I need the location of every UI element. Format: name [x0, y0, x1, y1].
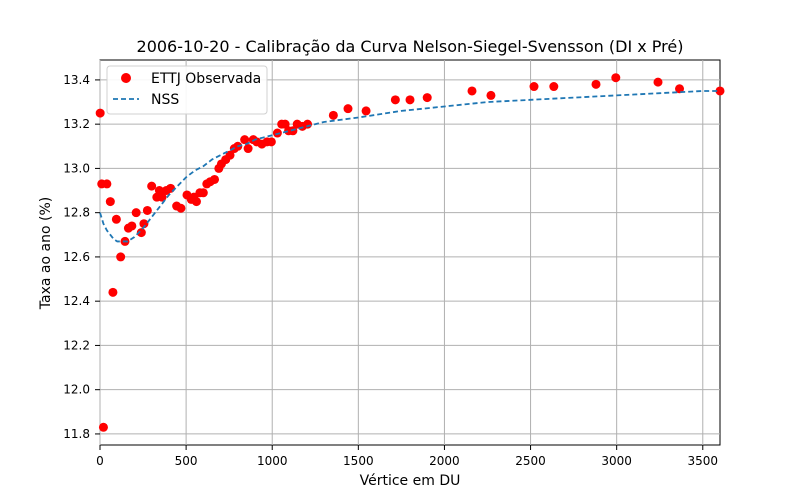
observed-point	[715, 86, 725, 96]
observed-point	[243, 144, 253, 154]
y-tick-label: 13.4	[63, 73, 90, 87]
observed-point	[176, 203, 186, 213]
observed-point	[675, 84, 685, 94]
observed-point	[225, 150, 235, 160]
x-tick-label: 3000	[601, 454, 632, 468]
observed-point	[405, 95, 415, 105]
y-tick-label: 12.0	[63, 383, 90, 397]
observed-point	[98, 422, 108, 432]
y-tick-label: 11.8	[63, 427, 90, 441]
x-tick-label: 2000	[429, 454, 460, 468]
y-tick-label: 13.2	[63, 117, 90, 131]
y-tick-label: 12.4	[63, 294, 90, 308]
x-tick-label: 1500	[343, 454, 374, 468]
y-tick-label: 12.8	[63, 206, 90, 220]
legend: ETTJ Observada NSS	[106, 65, 268, 115]
y-tick-label: 12.6	[63, 250, 90, 264]
observed-point	[191, 197, 201, 207]
y-axis-label: Taxa ao ano (%)	[38, 197, 54, 310]
x-tick-label: 500	[175, 454, 198, 468]
observed-point	[328, 110, 338, 120]
observed-point	[127, 221, 137, 231]
observed-point	[591, 79, 601, 89]
observed-point	[486, 90, 496, 100]
observed-point	[266, 137, 276, 147]
plot-frame	[99, 59, 721, 446]
x-tick-label: 2500	[515, 454, 546, 468]
observed-point	[210, 174, 220, 184]
observed-point	[343, 104, 353, 114]
legend-label-observed: ETTJ Observada	[151, 71, 261, 87]
observed-point	[611, 73, 621, 83]
x-axis: 0 500 1000 1500 2000 2500 3000 3500	[96, 445, 718, 468]
observed-point	[529, 82, 539, 92]
observed-point	[142, 205, 152, 215]
legend-label-nss: NSS	[151, 92, 179, 108]
series-layer	[95, 73, 725, 432]
observed-point	[157, 192, 167, 202]
observed-point	[198, 188, 208, 198]
x-tick-label: 3500	[688, 454, 719, 468]
observed-point	[422, 93, 432, 103]
nss-curve	[99, 90, 720, 243]
observed-point	[240, 135, 250, 145]
observed-point	[280, 119, 290, 129]
x-tick-label: 0	[96, 454, 104, 468]
observed-point	[139, 219, 149, 229]
grid-layer	[99, 60, 720, 445]
observed-point	[108, 287, 118, 297]
legend-marker-observed	[121, 73, 131, 83]
observed-point	[105, 197, 115, 207]
x-tick-label: 1000	[257, 454, 288, 468]
observed-point	[467, 86, 477, 96]
observed-point	[653, 77, 663, 87]
observed-point	[166, 183, 176, 193]
observed-point	[147, 181, 157, 191]
y-tick-label: 12.2	[63, 338, 90, 352]
observed-point	[102, 179, 112, 189]
observed-point	[390, 95, 400, 105]
y-tick-label: 13.0	[63, 161, 90, 175]
legend-box	[106, 65, 268, 115]
observed-point	[136, 228, 146, 238]
y-axis: 11.8 12.0 12.2 12.4 12.6 12.8 13.0 13.2 13.4	[63, 73, 100, 441]
x-axis-label: Vértice em DU	[360, 473, 461, 489]
observed-point	[111, 214, 121, 224]
observed-point	[303, 119, 313, 129]
observed-point	[95, 108, 105, 118]
observed-point	[131, 208, 141, 218]
chart-title: 2006-10-20 - Calibração da Curva Nelson-…	[137, 37, 684, 56]
observed-point	[116, 252, 126, 262]
observed-point	[549, 82, 559, 92]
observed-point	[361, 106, 371, 116]
